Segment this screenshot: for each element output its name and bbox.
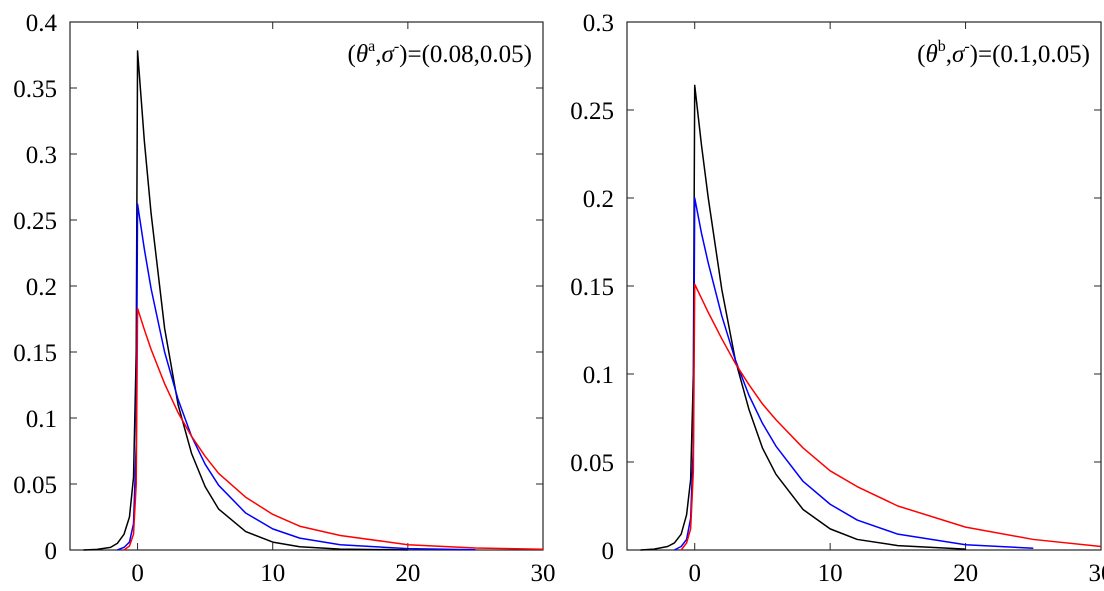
right-y-tick-label: 0.25	[570, 98, 614, 125]
left-chart-panel: 0 10 20 30 0 0.05 0.1 0.15 0.2 0.25 0.3 0.35 0.4 (θa…	[13, 10, 555, 587]
left-series-line-red	[123, 307, 544, 551]
right-chart-panel: 0 10 20 30 0 0.05 0.1 0.15 0.2 0.25 0.3 (θb,σ-)=(0…	[570, 10, 1104, 587]
left-x-tick-label: 0	[131, 560, 144, 587]
right-plot-frame	[626, 21, 1102, 551]
right-x-tick-label: 10	[818, 560, 843, 587]
left-y-tick-label: 0.4	[26, 10, 58, 37]
left-y-tick-label: 0.3	[26, 142, 57, 169]
right-annotation: (θb,σ-)=(0.1,0.05)	[917, 38, 1090, 68]
left-x-tick-label: 20	[395, 560, 420, 587]
right-y-tick-label: 0.05	[570, 450, 614, 477]
left-series-line-black	[83, 50, 408, 551]
right-y-tick-label: 0.15	[570, 274, 614, 301]
left-annotation: (θa,σ-)=(0.08,0.05)	[348, 38, 532, 68]
right-y-tick-label: 0.2	[583, 186, 614, 213]
right-series-line-red	[680, 283, 1102, 551]
right-y-tick-label: 0.3	[583, 10, 614, 37]
right-series-line-blue	[674, 197, 1034, 551]
left-x-tick-label: 10	[260, 560, 285, 587]
right-x-tick-label: 20	[953, 560, 978, 587]
right-x-tick-label: 30	[1089, 560, 1104, 587]
left-y-tick-label: 0.25	[13, 208, 57, 235]
left-y-tick-label: 0.05	[13, 472, 57, 499]
right-y-tick-label: 0	[602, 538, 615, 565]
right-series-line-black	[640, 84, 966, 551]
left-x-tick-label: 30	[531, 560, 556, 587]
left-series-line-blue	[117, 203, 476, 551]
left-y-tick-label: 0.1	[26, 406, 57, 433]
left-ticks	[70, 21, 544, 551]
right-tick-labels: 0 10 20 30 0 0.05 0.1 0.15 0.2 0.25 0.3	[570, 10, 1104, 587]
left-y-tick-label: 0.2	[26, 274, 57, 301]
right-x-tick-label: 0	[688, 560, 701, 587]
left-tick-labels: 0 10 20 30 0 0.05 0.1 0.15 0.2 0.25 0.3 0.35 0.4	[13, 10, 555, 587]
left-y-tick-label: 0.15	[13, 340, 57, 367]
left-series	[83, 50, 544, 551]
right-y-tick-label: 0.1	[583, 362, 614, 389]
left-y-tick-label: 0	[45, 538, 58, 565]
right-ticks	[627, 21, 1102, 551]
left-y-tick-label: 0.35	[13, 76, 57, 103]
right-series	[640, 84, 1102, 551]
